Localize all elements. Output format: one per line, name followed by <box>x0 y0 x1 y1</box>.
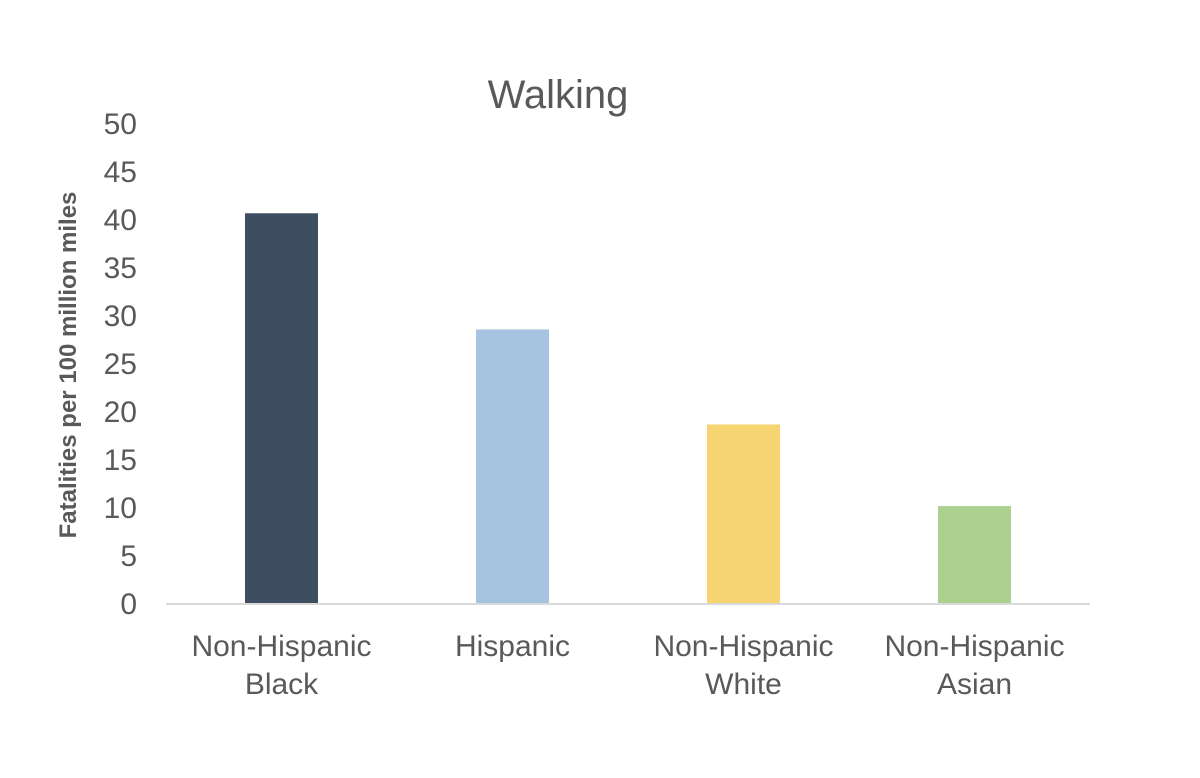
x-tick-label: White <box>705 668 782 701</box>
y-tick-label: 5 <box>120 540 137 573</box>
y-tick-label: 25 <box>104 348 137 381</box>
x-tick-label: Non-Hispanic <box>191 630 371 663</box>
bar <box>476 329 549 604</box>
x-tick-label: Black <box>245 668 319 701</box>
y-axis-label: Fatalities per 100 million miles <box>55 192 82 539</box>
y-tick-label: 10 <box>104 492 137 525</box>
bar <box>938 506 1011 604</box>
y-tick-label: 0 <box>120 588 137 621</box>
y-tick-label: 40 <box>104 204 137 237</box>
x-tick-label: Hispanic <box>455 630 570 663</box>
bar <box>245 213 318 604</box>
y-axis-ticks: 0 5 10 15 20 25 30 35 40 45 50 <box>104 108 137 621</box>
x-tick-label: Asian <box>937 668 1012 701</box>
y-tick-label: 15 <box>104 444 137 477</box>
x-tick-label: Non-Hispanic <box>884 630 1064 663</box>
y-tick-label: 30 <box>104 300 137 333</box>
x-tick-label: Non-Hispanic <box>653 630 833 663</box>
x-axis-ticks: Non-Hispanic Black Hispanic Non-Hispanic Whi… <box>191 630 1064 701</box>
bar <box>707 424 780 604</box>
y-tick-label: 50 <box>104 108 137 141</box>
y-tick-label: 35 <box>104 252 137 285</box>
chart-title: Walking <box>488 73 629 117</box>
y-tick-label: 20 <box>104 396 137 429</box>
bars <box>245 213 1011 604</box>
y-tick-label: 45 <box>104 156 137 189</box>
